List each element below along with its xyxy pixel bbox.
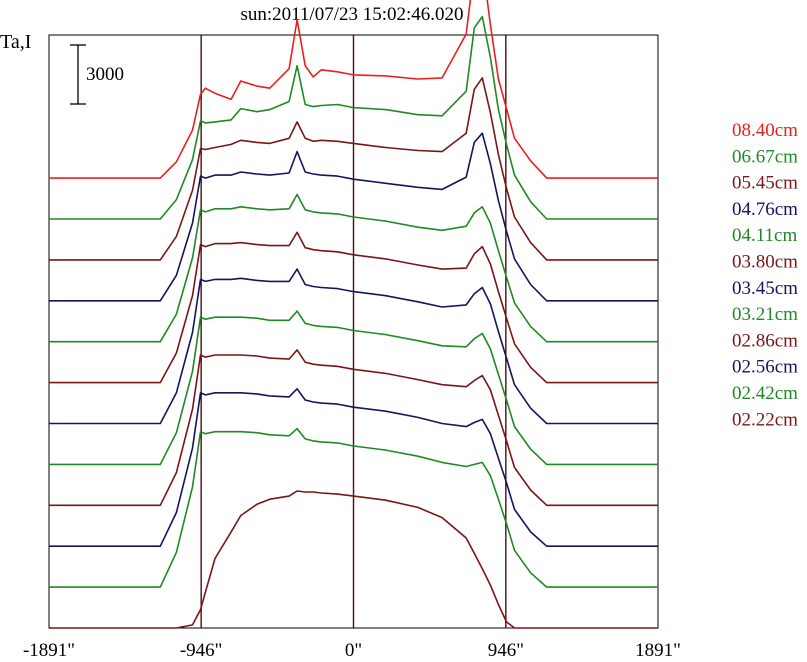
series-line-04-11cm [49, 193, 658, 343]
series-line-03-80cm [49, 231, 658, 384]
legend-entry-4: 04.11cm [732, 225, 797, 246]
legend-entry-9: 02.56cm [732, 357, 798, 378]
series-line-03-21cm [49, 310, 658, 466]
legend-entry-2: 05.45cm [732, 173, 798, 194]
series-line-03-45cm [49, 268, 658, 425]
x-tick-label-0: -1891" [23, 640, 75, 661]
series-line-02-56cm [49, 387, 658, 548]
legend-entry-11: 02.22cm [732, 409, 798, 430]
series-line-02-42cm [49, 427, 658, 588]
series-line-04-76cm [49, 132, 658, 302]
x-tick-label-1: -946" [180, 640, 223, 661]
x-tick-label-4: 1891" [635, 640, 681, 661]
series-group [49, 0, 658, 629]
reference-lines [200, 35, 507, 628]
chart-title: sun:2011/07/23 15:02:46.020 [240, 4, 463, 25]
legend-entry-3: 04.76cm [732, 199, 798, 220]
series-line-08-40cm [49, 0, 658, 179]
series-line-02-22cm [49, 490, 658, 629]
legend-entry-10: 02.42cm [732, 383, 798, 404]
series-line-06-67cm [49, 15, 658, 220]
legend: 08.40cm 06.67cm 05.45cm 04.76cm 04.11cm 03.80… [732, 120, 798, 430]
x-tick-label-2: 0" [345, 640, 362, 661]
legend-entry-8: 02.86cm [732, 330, 798, 351]
series-line-02-86cm [49, 349, 658, 507]
x-tick-labels: -1891" -946" 0" 946" 1891" [23, 640, 681, 661]
x-tick-label-3: 946" [488, 640, 524, 661]
scale-bar: 3000 [70, 44, 124, 105]
scale-bar-label: 3000 [86, 64, 124, 85]
legend-entry-0: 08.40cm [732, 120, 798, 141]
series-line-05-45cm [49, 77, 658, 261]
legend-entry-5: 03.80cm [732, 252, 798, 273]
y-axis-label: Ta,I [0, 31, 31, 53]
legend-entry-7: 03.21cm [732, 304, 798, 325]
legend-entry-1: 06.67cm [732, 146, 798, 167]
legend-entry-6: 03.45cm [732, 278, 798, 299]
